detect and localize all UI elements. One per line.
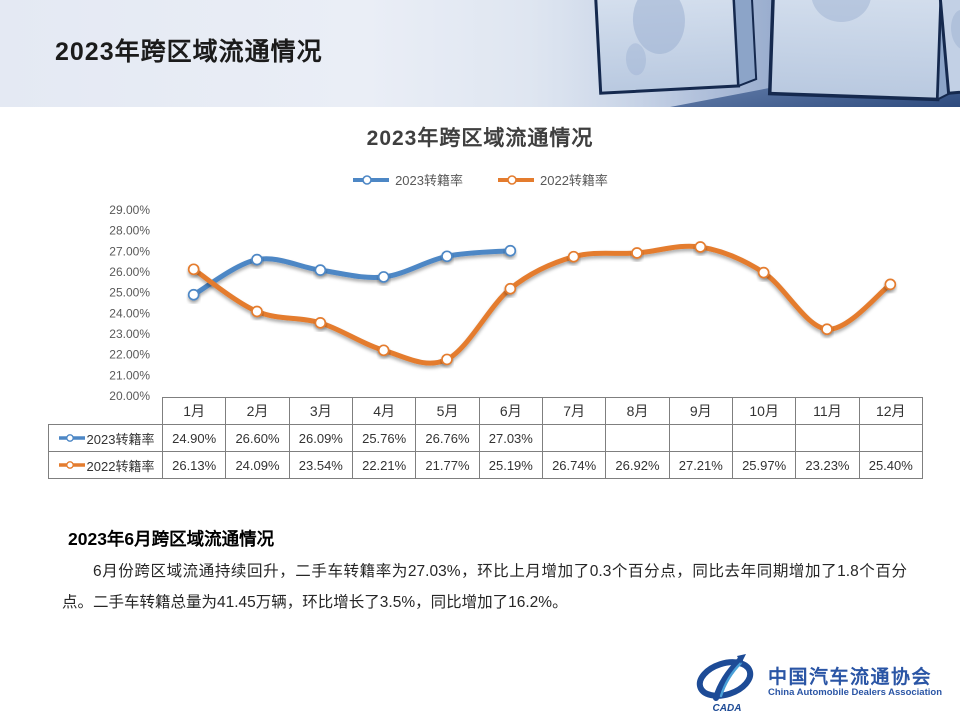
- table-value-cell: 26.13%: [161, 451, 227, 479]
- chart-series-lines: [187, 241, 897, 366]
- cada-mark-text: CADA: [713, 703, 742, 714]
- data-point-marker: [504, 282, 517, 295]
- table-month-header: 5月: [415, 397, 480, 425]
- legend-marker-2022-icon: [498, 174, 534, 185]
- table-month-header: 4月: [351, 397, 417, 425]
- table-value-cell: 24.90%: [161, 424, 227, 452]
- logo-text: 中国汽车流通协会 China Automobile Dealers Associ…: [768, 667, 942, 700]
- header-decoration-cubes: [540, 0, 960, 107]
- summary-paragraph: 6月份跨区域流通持续回升，二手车转籍率为27.03%，环比上月增加了0.3个百分…: [62, 563, 907, 611]
- legend-item-2023: 2023转籍率: [352, 170, 463, 189]
- table-month-header: 8月: [605, 397, 670, 425]
- table-value-cell: [605, 424, 670, 452]
- data-point-marker: [251, 305, 263, 318]
- line-chart: 29.00% 28.00% 27.00% 26.00% 25.00% 24.00% 23.0…: [109, 203, 897, 400]
- y-tick-label: 20.00%: [109, 389, 150, 400]
- data-point-marker: [821, 323, 833, 336]
- table-value-cell: 23.23%: [795, 451, 860, 479]
- y-axis-tick-labels: 29.00% 28.00% 27.00% 26.00% 25.00% 24.00% 23.0…: [109, 203, 150, 400]
- table-value-cell: 22.21%: [351, 451, 417, 479]
- table-month-header: 1月: [161, 397, 227, 425]
- y-tick-label: 27.00%: [109, 244, 150, 258]
- table-month-header: 9月: [668, 397, 733, 425]
- table-row-label: 2023转籍率: [48, 424, 163, 452]
- table-value-cell: 25.19%: [478, 451, 543, 479]
- cada-emblem-icon: CADA: [696, 654, 754, 714]
- series-line-2023转籍率: [191, 248, 513, 298]
- cada-logo: CADA 中国汽车流通协会 China Automobile Dealers A…: [694, 652, 942, 714]
- legend-item-2022: 2022转籍率: [497, 170, 608, 189]
- logo-name-cn: 中国汽车流通协会: [767, 666, 932, 688]
- legend-label: 2022转籍率: [540, 173, 608, 188]
- y-tick-label: 23.00%: [109, 327, 150, 341]
- page-title: 2023年跨区域流通情况: [55, 38, 323, 66]
- data-point-marker: [631, 247, 643, 259]
- table-value-cell: [795, 424, 860, 452]
- data-point-marker: [504, 244, 517, 257]
- data-point-marker: [251, 253, 263, 266]
- data-point-marker: [694, 241, 707, 253]
- summary-heading: 2023年6月跨区域流通情况: [68, 529, 275, 549]
- data-point-marker: [314, 264, 327, 276]
- table-row: 2023转籍率 24.90% 26.60% 26.09% 25.76% 26.76% 27.…: [48, 424, 923, 452]
- chart-legend: 2023转籍率 2022转籍率: [0, 170, 960, 189]
- chart-title: 2023年跨区域流通情况: [366, 127, 594, 150]
- table-month-header: 7月: [541, 397, 607, 425]
- data-point-marker: [377, 271, 390, 283]
- table-month-header: 3月: [288, 397, 353, 425]
- y-tick-label: 22.00%: [109, 348, 150, 362]
- y-tick-label: 24.00%: [109, 306, 150, 320]
- table-month-header: 10月: [731, 397, 797, 425]
- table-value-cell: 25.76%: [351, 424, 417, 452]
- series-key-icon: [58, 461, 85, 469]
- data-point-marker: [441, 353, 453, 366]
- table-value-cell: 25.40%: [858, 451, 923, 479]
- table-value-cell: 27.21%: [668, 451, 733, 479]
- table-value-cell: 25.97%: [731, 451, 797, 479]
- table-month-header: 6月: [478, 397, 543, 425]
- data-point-marker: [884, 278, 897, 291]
- table-row: 2022转籍率 26.13% 24.09% 23.54% 22.21% 21.77% 25.…: [48, 451, 923, 479]
- table-month-header: 2月: [225, 397, 290, 425]
- table-value-cell: 23.54%: [288, 451, 353, 479]
- data-point-marker: [757, 266, 770, 279]
- table-value-cell: 26.76%: [415, 424, 480, 452]
- series-key-icon: [58, 434, 85, 442]
- y-tick-label: 29.00%: [109, 203, 150, 217]
- data-point-marker: [441, 250, 453, 263]
- y-tick-label: 21.00%: [109, 368, 150, 382]
- table-value-cell: [668, 424, 733, 452]
- table-value-cell: 24.09%: [225, 451, 290, 479]
- table-corner-cell: [49, 398, 163, 425]
- data-point-marker: [314, 316, 327, 329]
- y-tick-label: 26.00%: [109, 265, 150, 279]
- data-point-marker: [567, 250, 580, 263]
- data-point-marker: [377, 344, 390, 357]
- table-value-cell: 26.92%: [605, 451, 670, 479]
- table-month-header: 12月: [858, 397, 923, 425]
- table-value-cell: 26.60%: [225, 424, 290, 452]
- data-table: 1月 2月 3月 4月 5月 6月 7月 8月 9月 10月 11月 12月 2023转籍率 24.90%…: [48, 397, 923, 479]
- data-point-marker: [187, 263, 200, 276]
- y-tick-label: 28.00%: [109, 224, 150, 238]
- table-value-cell: 21.77%: [415, 451, 480, 479]
- table-value-cell: 27.03%: [478, 424, 543, 452]
- table-value-cell: [858, 424, 923, 452]
- table-value-cell: 26.74%: [541, 451, 607, 479]
- logo-name-en: China Automobile Dealers Association: [767, 687, 942, 699]
- data-point-marker: [187, 288, 200, 301]
- table-value-cell: [731, 424, 797, 452]
- legend-marker-2023-icon: [353, 174, 390, 185]
- y-tick-label: 25.00%: [109, 286, 150, 300]
- table-row-label: 2022转籍率: [48, 451, 163, 479]
- table-value-cell: 26.09%: [288, 424, 353, 452]
- table-value-cell: [541, 424, 607, 452]
- legend-label: 2023转籍率: [395, 173, 463, 188]
- header-banner: 2023年跨区域流通情况: [0, 0, 960, 107]
- table-month-header: 11月: [795, 397, 860, 425]
